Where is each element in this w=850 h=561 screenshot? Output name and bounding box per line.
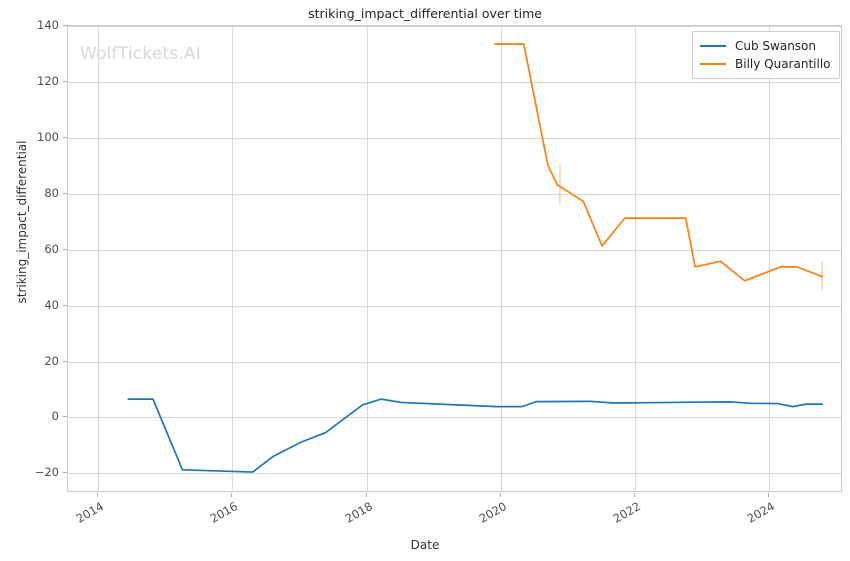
x-tick-mark bbox=[768, 493, 770, 497]
y-tick-mark bbox=[63, 360, 67, 362]
series-layer bbox=[127, 43, 824, 473]
x-tick-mark bbox=[633, 493, 635, 497]
y-tick-mark bbox=[63, 25, 67, 26]
y-tick-label: 60 bbox=[44, 241, 59, 256]
y-tick-label: 140 bbox=[37, 18, 59, 32]
x-tick-label: 2014 bbox=[73, 499, 107, 526]
y-tick-mark bbox=[63, 248, 67, 250]
gridline-horizontal bbox=[68, 81, 841, 83]
x-tick-label: 2022 bbox=[610, 499, 643, 526]
gridline-horizontal bbox=[68, 26, 841, 27]
y-tick-mark bbox=[63, 304, 67, 306]
x-tick-label: 2024 bbox=[744, 499, 778, 526]
gridline-horizontal bbox=[68, 193, 841, 195]
legend-item[interactable]: Cub Swanson bbox=[700, 37, 831, 55]
chart-title: striking_impact_differential over time bbox=[308, 6, 542, 21]
y-axis-label: striking_impact_differential bbox=[15, 140, 29, 304]
y-tick-label: 0 bbox=[51, 409, 59, 424]
y-tick-mark bbox=[63, 80, 67, 82]
series-line-cub-swanson bbox=[127, 398, 824, 473]
legend-item[interactable]: Billy Quarantillo bbox=[700, 55, 831, 73]
x-tick-label: 2020 bbox=[476, 499, 509, 526]
legend-swatch bbox=[700, 63, 726, 65]
y-tick-mark bbox=[63, 416, 67, 418]
gridline-horizontal bbox=[68, 249, 841, 251]
gridline-horizontal bbox=[68, 473, 841, 475]
gridline-vertical bbox=[366, 26, 368, 491]
y-tick-label: 100 bbox=[37, 129, 59, 144]
legend-swatch bbox=[700, 45, 726, 47]
y-tick-mark bbox=[63, 192, 67, 194]
y-tick-label: 80 bbox=[44, 185, 59, 200]
y-tick-mark bbox=[63, 472, 67, 474]
plot-area: WolfTickets.AI bbox=[67, 25, 842, 492]
gridline-vertical bbox=[634, 26, 636, 491]
x-tick-mark bbox=[97, 493, 99, 497]
y-tick-label: 40 bbox=[44, 297, 59, 312]
x-axis-label: Date bbox=[410, 538, 440, 552]
y-tick-label: −20 bbox=[34, 465, 59, 480]
series-line-billy-quarantillo bbox=[494, 43, 824, 282]
y-tick-label: 20 bbox=[44, 353, 59, 368]
gridline-horizontal bbox=[68, 305, 841, 307]
legend-label: Billy Quarantillo bbox=[735, 57, 831, 71]
y-tick-label: 120 bbox=[37, 73, 59, 88]
gridline-vertical bbox=[769, 26, 771, 491]
gridline-vertical bbox=[500, 26, 502, 491]
legend-label: Cub Swanson bbox=[735, 39, 817, 53]
gridline-horizontal bbox=[68, 137, 841, 139]
watermark: WolfTickets.AI bbox=[80, 44, 201, 64]
x-tick-label: 2018 bbox=[342, 499, 375, 526]
gridline-horizontal bbox=[68, 361, 841, 363]
x-tick-mark bbox=[365, 493, 367, 497]
gridline-horizontal bbox=[68, 417, 841, 419]
x-tick-mark bbox=[499, 493, 501, 497]
y-tick-mark bbox=[63, 136, 67, 138]
gridline-vertical bbox=[98, 26, 100, 491]
gridline-vertical bbox=[232, 26, 234, 491]
x-tick-mark bbox=[231, 493, 233, 497]
legend: Cub Swanson Billy Quarantillo bbox=[692, 31, 840, 79]
x-tick-label: 2016 bbox=[208, 499, 241, 526]
